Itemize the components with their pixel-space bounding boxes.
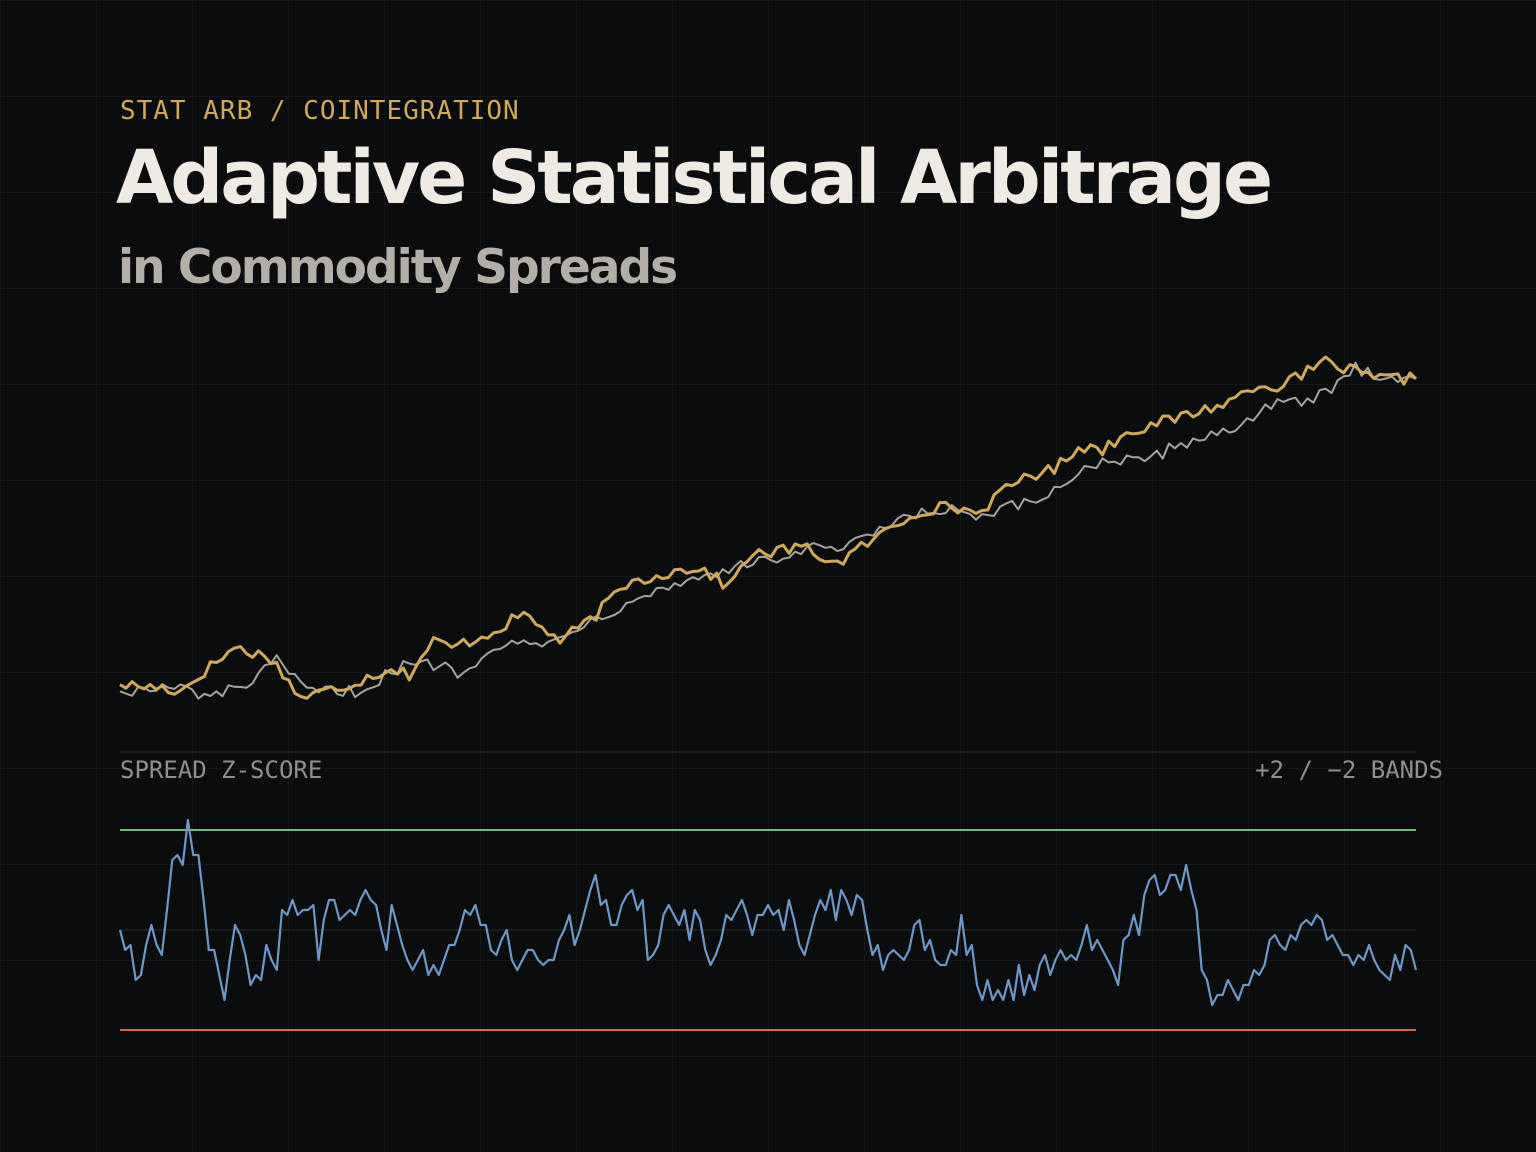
price-chart — [119, 355, 1418, 700]
page-title: Adaptive Statistical Arbitrage — [116, 135, 1273, 221]
grey-price-series — [119, 361, 1417, 700]
zscore-series — [118, 818, 1418, 1007]
eyebrow-label: STAT ARB / COINTEGRATION — [120, 96, 520, 126]
zscore-chart — [118, 818, 1418, 1031]
page-subtitle: in Commodity Spreads — [118, 240, 678, 295]
bands-annotation: +2 / −2 BANDS — [1255, 756, 1443, 784]
gold-price-series — [119, 355, 1418, 700]
zscore-panel-title: SPREAD Z-SCORE — [120, 756, 323, 784]
